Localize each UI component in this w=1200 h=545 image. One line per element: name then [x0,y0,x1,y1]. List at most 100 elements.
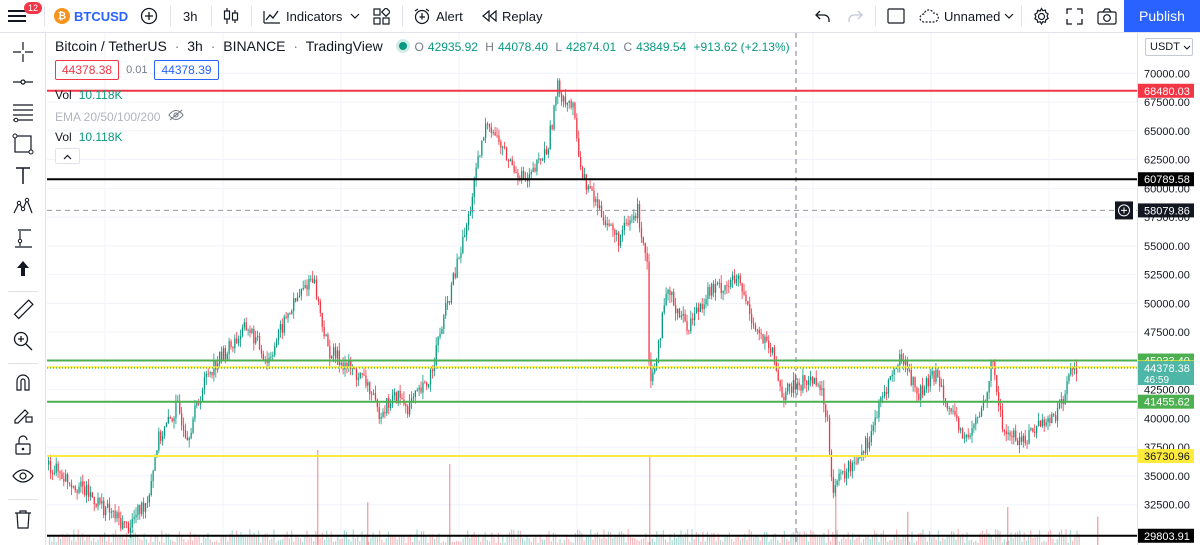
volume-indicator-legend[interactable]: Vol 10.118K [55,88,123,102]
alert-button[interactable]: Alert [413,0,463,32]
volume-bar [464,536,466,545]
volume-bar [431,534,433,545]
volume-bar [680,530,682,545]
shapes-tool[interactable] [10,133,36,159]
volume-spike [1007,507,1009,545]
volume-bar [75,541,77,545]
hamburger-icon [8,9,26,23]
candle-body [650,359,652,382]
candle-body [89,492,92,497]
candle-body [557,80,559,97]
currency-select[interactable]: USDT [1145,38,1193,56]
candle-body [998,391,1000,406]
candle-body [781,386,783,398]
candle-body [346,362,348,368]
prediction-tool[interactable] [10,227,36,253]
chart-type-button[interactable] [222,0,240,32]
volume-bar [1012,538,1014,545]
volume-bar [187,539,189,545]
ruler-tool[interactable] [10,298,36,325]
ema-indicator-legend[interactable]: EMA 20/50/100/200 [55,109,185,124]
chart-pane[interactable] [47,33,1137,545]
candle-body [642,237,644,243]
crosshair-tool[interactable] [10,41,36,67]
candle-body [490,127,492,133]
buy-button[interactable]: 44378.39 [154,60,219,80]
volume-bar [852,533,854,545]
candle-body [952,411,954,412]
candle-body [614,230,616,235]
tick-label: 42500.00 [1144,385,1190,397]
candle-body [908,369,910,371]
volume-bar [359,541,361,545]
replay-button[interactable]: Replay [481,0,542,32]
settings-button[interactable] [1032,0,1051,32]
candle-body [728,286,730,287]
candle-body [686,321,688,331]
text-tool[interactable] [10,164,36,190]
volume-indicator-legend[interactable]: Vol 10.118K [55,130,123,144]
stay-in-drawing-mode[interactable] [10,403,36,429]
candle-body [859,456,861,458]
candle-body [982,400,985,409]
collapse-legend-button[interactable] [55,148,80,164]
volume-bar [1065,529,1067,545]
volume-bar [396,539,398,545]
candle-body [399,390,401,398]
candle-body [671,291,673,296]
volume-bar [834,536,836,545]
volume-bar [810,530,812,545]
volume-bar [119,536,121,545]
fullscreen-button[interactable] [1066,0,1083,32]
interval-button[interactable]: 3h [183,8,198,24]
indicator-name: EMA 20/50/100/200 [55,109,161,124]
price-scale[interactable]: 70000.00 67500.00 65000.00 62500.00 60000.00… [1137,33,1200,545]
layout-name-button[interactable]: Unnamed [919,0,1000,32]
eye-hidden-icon[interactable] [160,109,185,124]
indicator-templates-button[interactable] [373,0,390,32]
indicators-button[interactable]: Indicators [263,0,342,32]
volume-bar [227,541,229,545]
close-value: 43849.54 [636,40,687,54]
fib-tool[interactable] [10,101,36,127]
patterns-tool[interactable] [10,195,36,221]
publish-button[interactable]: Publish [1124,0,1200,32]
volume-bar [409,534,411,545]
candle-body [234,338,236,349]
remove-drawings-button[interactable] [10,508,36,534]
candle-body [504,146,506,148]
indicators-dropdown[interactable] [350,0,360,32]
candle-body [688,330,690,332]
zoom-in-tool[interactable] [10,330,36,356]
volume-bar [473,532,475,545]
volume-bar [1076,530,1078,545]
symbol-search-button[interactable]: ₿ BTCUSD [54,0,128,32]
volume-bar [634,537,636,545]
candle-body [86,484,88,496]
hide-drawings-button[interactable] [10,465,36,491]
candle-body [697,307,700,313]
undo-button[interactable] [815,0,831,32]
arrow-tool[interactable] [10,258,36,284]
candle-body [374,393,377,400]
volume-bar [1030,530,1032,545]
compare-symbol-button[interactable] [140,0,158,32]
lock-drawings-button[interactable] [10,434,36,460]
trend-line-tool[interactable] [10,71,36,97]
symbol-title[interactable]: Bitcoin / TetherUS · 3h · BINANCE · Trad… [55,38,798,54]
main-menu-button[interactable] [8,0,38,32]
candle-body [395,392,397,404]
volume-bar [579,530,581,545]
magnet-tool[interactable] [10,371,36,397]
redo-button[interactable] [847,0,863,32]
volume-bar [933,536,935,545]
sell-button[interactable]: 44378.38 [55,60,120,80]
volume-bar [508,532,510,545]
volume-bar [838,541,840,545]
candle-body [836,480,838,486]
select-layout-button[interactable] [887,0,905,32]
snapshot-button[interactable] [1097,0,1117,32]
layout-dropdown[interactable] [1004,0,1014,32]
volume-bar [196,537,198,545]
candle-body [726,285,728,287]
